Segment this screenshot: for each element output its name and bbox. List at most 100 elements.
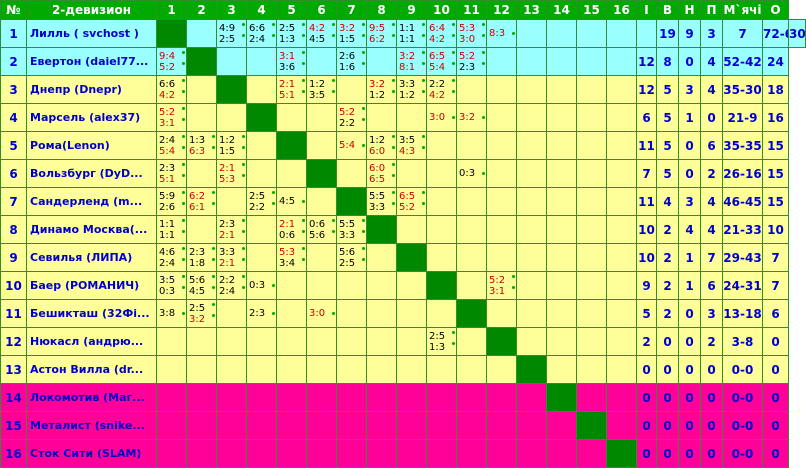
result-cell (306, 327, 337, 356)
stat-goals: 21-33 (722, 215, 763, 244)
result-cell: 3:8 (156, 299, 187, 328)
result-cell (486, 439, 517, 468)
score-marker (392, 34, 395, 37)
stat-draws: 0 (678, 411, 701, 440)
team-name[interactable]: Севилья (ЛИПА) (26, 243, 157, 272)
header-draws: Н (678, 0, 701, 20)
result-cell (546, 187, 577, 216)
team-name[interactable]: Динамо Москва(... (26, 215, 157, 244)
team-name[interactable]: Локомотив (Маг... (26, 383, 157, 412)
team-name[interactable]: Металист (snike... (26, 411, 157, 440)
team-name[interactable]: Лилль ( svchost ) (26, 19, 157, 48)
result-cell: 3:3 2:1 (216, 243, 247, 272)
stat-wins: 0 (656, 355, 679, 384)
result-cell (426, 187, 457, 216)
result-cell: 3:2 1:5 (336, 19, 367, 48)
result-cell (426, 243, 457, 272)
team-name[interactable]: Баер (РОМАНИЧ) (26, 271, 157, 300)
team-name[interactable]: Рома(Lenon) (26, 131, 157, 160)
result-cell (486, 187, 517, 216)
score-marker (452, 23, 455, 26)
score-marker (392, 202, 395, 205)
row-number: 14 (0, 383, 27, 412)
result-cell (306, 131, 337, 160)
match-score: 2:5 (339, 257, 356, 269)
score-marker (332, 90, 335, 93)
score-marker (452, 331, 455, 334)
result-cell (186, 159, 217, 188)
stat-wins: 0 (656, 439, 679, 468)
table-row: 12 Нюкасл (андрю... 2:5 1:3 2 0 0 2 3-8 0 (0, 327, 806, 356)
match-score: 6:3 (189, 145, 206, 157)
team-name[interactable]: Марсель (alex37) (26, 103, 157, 132)
score-marker (182, 275, 185, 278)
result-cell: 4:2 4:5 (306, 19, 337, 48)
stat-games: 7 (636, 159, 657, 188)
match-score: 4:3 (399, 145, 416, 157)
team-name[interactable]: Астон Вилла (dr... (26, 355, 157, 384)
team-name[interactable]: Нюкасл (андрю... (26, 327, 157, 356)
match-score: 5:2 (399, 201, 416, 213)
header-opponent-1: 1 (156, 0, 187, 20)
score-marker (182, 174, 185, 177)
score-marker (272, 312, 275, 315)
stat-points: 16 (762, 103, 789, 132)
result-cell (186, 75, 217, 104)
team-name[interactable]: Евертон (daiel77... (26, 47, 157, 76)
result-cell (366, 103, 397, 132)
score-marker (362, 51, 365, 54)
result-cell: 1:3 6:3 (186, 131, 217, 160)
result-cell (336, 159, 367, 188)
row-number: 7 (0, 187, 27, 216)
match-score: 1:3 (279, 33, 296, 45)
result-cell (246, 215, 277, 244)
match-score: 1:6 (339, 61, 356, 73)
result-cell (576, 103, 607, 132)
score-marker (422, 62, 425, 65)
score-marker (212, 191, 215, 194)
match-score: 4:5 (279, 196, 296, 207)
stat-losses: 7 (700, 243, 723, 272)
score-marker (272, 284, 275, 287)
result-cell (486, 103, 517, 132)
team-name[interactable]: Бешикташ (32Фі... (26, 299, 157, 328)
score-marker (302, 79, 305, 82)
team-name[interactable]: Сандерленд (m... (26, 187, 157, 216)
stat-wins: 0 (656, 411, 679, 440)
stat-wins: 5 (656, 75, 679, 104)
result-cell (366, 355, 397, 384)
score-marker (182, 286, 185, 289)
result-cell (276, 411, 307, 440)
table-body: 1 Лилль ( svchost ) 4:9 2:5 6:6 2:4 2:5 1:3 4:2 4… (0, 19, 806, 468)
result-cell: 3:0 (306, 299, 337, 328)
result-cell: 3:0 (426, 103, 457, 132)
result-cell: 1:1 1:1 (156, 215, 187, 244)
result-cell: 2:2 4:2 (426, 75, 457, 104)
stat-wins: 0 (656, 383, 679, 412)
result-cell: 2:1 5:3 (216, 159, 247, 188)
team-name[interactable]: Вользбург (DyD... (26, 159, 157, 188)
stat-games: 6 (636, 103, 657, 132)
result-cell (516, 19, 547, 48)
result-cell (246, 47, 277, 76)
score-marker (362, 62, 365, 65)
score-marker (212, 258, 215, 261)
score-marker (362, 230, 365, 233)
score-marker (182, 107, 185, 110)
team-name[interactable]: Сток Сити (SLAM) (26, 439, 157, 468)
match-score: 8:1 (399, 61, 416, 73)
match-score: 5:3 (459, 22, 476, 34)
result-cell (576, 299, 607, 328)
result-cell: 5:3 3:4 (276, 243, 307, 272)
diagonal-cell (276, 131, 307, 160)
result-cell (606, 411, 637, 440)
result-cell (216, 187, 247, 216)
score-marker (182, 90, 185, 93)
team-name[interactable]: Днепр (Dnepr) (26, 75, 157, 104)
match-score: 4:5 (189, 285, 206, 297)
score-marker (242, 34, 245, 37)
match-score: 3:2 (459, 112, 476, 123)
match-score: 3:1 (489, 285, 506, 297)
result-cell: 4:6 2:4 (156, 243, 187, 272)
result-cell (396, 159, 427, 188)
